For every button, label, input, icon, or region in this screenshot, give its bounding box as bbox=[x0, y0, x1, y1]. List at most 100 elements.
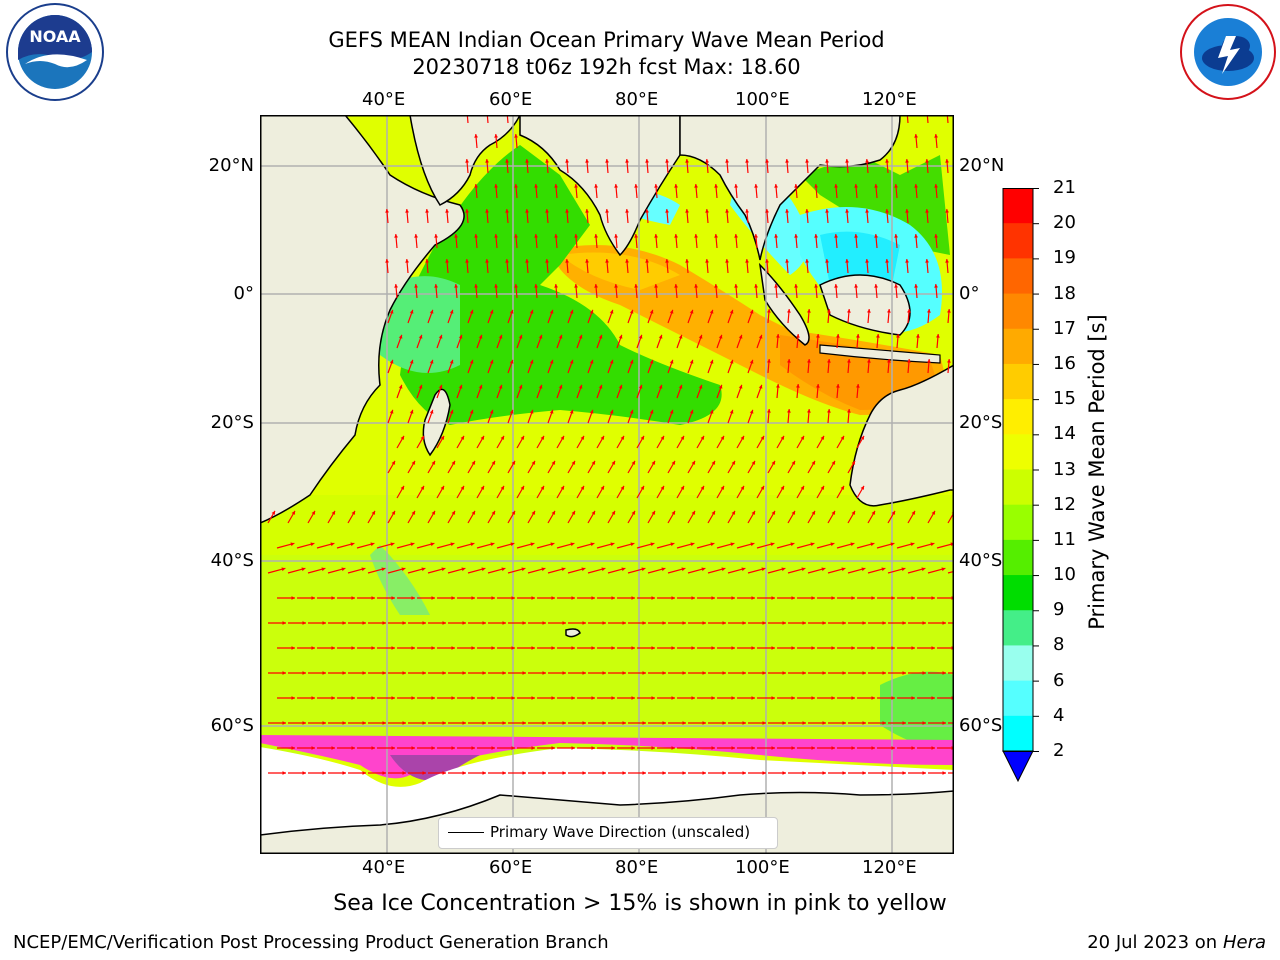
wave-arrow-head bbox=[458, 384, 463, 389]
colorbar-tick-8: 8 bbox=[1053, 634, 1065, 656]
wave-arrow-head bbox=[811, 696, 815, 700]
wave-arrow-head bbox=[569, 409, 574, 414]
wave-arrow-head bbox=[922, 621, 926, 625]
colorbar-segment bbox=[1003, 223, 1033, 259]
wave-arrow-head bbox=[371, 646, 375, 650]
wave-arrow-head bbox=[671, 746, 675, 750]
wave-arrow-head bbox=[936, 334, 940, 338]
wave-arrow-head bbox=[842, 671, 846, 675]
wave-arrow-head bbox=[465, 159, 469, 163]
wave-arrow-head bbox=[942, 771, 946, 775]
wave-arrow-head bbox=[282, 621, 286, 625]
wave-arrow-head bbox=[689, 359, 694, 364]
wave-arrow-head bbox=[874, 234, 878, 238]
wave-arrow-head bbox=[645, 259, 649, 263]
wave-arrow-head bbox=[302, 671, 306, 675]
wave-arrow-head bbox=[931, 746, 935, 750]
wave-arrow-head bbox=[489, 409, 494, 414]
wave-arrow-head bbox=[425, 209, 429, 213]
wave-arrow-head bbox=[762, 671, 766, 675]
wave-arrow-head bbox=[758, 384, 763, 389]
wave-arrow-head bbox=[891, 746, 895, 750]
wave-arrow-head bbox=[791, 510, 795, 515]
wave-arrow-head bbox=[545, 209, 549, 213]
legend-label: Primary Wave Direction (unscaled) bbox=[490, 823, 751, 841]
noaa-logo: NOAA bbox=[5, 2, 105, 102]
wave-arrow-head bbox=[531, 510, 535, 515]
wave-arrow-head bbox=[787, 409, 791, 413]
wave-arrow-head bbox=[398, 334, 403, 339]
wave-arrow-head bbox=[362, 671, 366, 675]
wave-arrow-head bbox=[931, 696, 935, 700]
wave-arrow-head bbox=[409, 359, 414, 364]
wave-arrow-head bbox=[729, 309, 734, 314]
wave-arrow-head bbox=[411, 510, 415, 515]
wave-arrow-head bbox=[402, 671, 406, 675]
wave-arrow-head bbox=[598, 384, 603, 389]
wave-arrow-head bbox=[554, 184, 558, 188]
wave-arrow-head bbox=[896, 334, 900, 338]
wave-arrow-head bbox=[734, 234, 738, 238]
lat-label-left-0: 0° bbox=[233, 283, 254, 304]
wave-arrow-head bbox=[449, 359, 454, 364]
wave-arrow-head bbox=[831, 696, 835, 700]
wave-arrow-head bbox=[894, 234, 898, 238]
wave-arrow-head bbox=[745, 159, 749, 163]
wave-arrow-head bbox=[711, 510, 715, 515]
wave-arrow-head bbox=[749, 359, 754, 364]
wave-arrow-head bbox=[749, 409, 754, 414]
wave-arrow-head bbox=[531, 696, 535, 700]
wave-arrow-head bbox=[451, 460, 455, 465]
wave-arrow-head bbox=[391, 646, 395, 650]
lat-label-right-0: 0° bbox=[959, 283, 980, 304]
wave-arrow-head bbox=[611, 696, 615, 700]
wave-arrow-head bbox=[629, 409, 634, 414]
wave-arrow-head bbox=[709, 359, 714, 364]
wave-arrow-head bbox=[394, 284, 398, 288]
wave-arrow-head bbox=[478, 334, 483, 339]
wave-arrow-head bbox=[569, 309, 574, 314]
wave-arrow-head bbox=[831, 460, 835, 465]
wave-arrow-head bbox=[541, 567, 546, 572]
wave-arrow-head bbox=[800, 435, 804, 440]
colorbar-segment bbox=[1003, 434, 1033, 470]
wave-arrow-head bbox=[598, 334, 603, 339]
wave-arrow-head bbox=[331, 696, 335, 700]
wave-arrow-head bbox=[451, 746, 455, 750]
wave-arrow-head bbox=[321, 567, 326, 572]
footer-branch: NCEP/EMC/Verification Post Processing Pr… bbox=[13, 932, 609, 953]
wave-arrow-head bbox=[862, 621, 866, 625]
colorbar-tick-14: 14 bbox=[1053, 423, 1076, 445]
wave-arrow-head bbox=[402, 721, 406, 725]
wave-arrow-head bbox=[662, 671, 666, 675]
wave-arrow-head bbox=[814, 284, 818, 288]
colorbar-segment bbox=[1003, 575, 1033, 611]
wave-arrow-head bbox=[856, 384, 860, 388]
wave-arrow-head bbox=[638, 334, 643, 339]
wave-arrow-head bbox=[682, 721, 686, 725]
colorbar-segment bbox=[1003, 258, 1033, 295]
wave-arrow-head bbox=[711, 596, 715, 600]
wave-arrow-head bbox=[385, 209, 389, 213]
wave-arrow-head bbox=[529, 309, 534, 314]
wave-arrow-head bbox=[770, 542, 775, 547]
wave-arrow-head bbox=[411, 696, 415, 700]
wave-arrow-head bbox=[776, 334, 780, 338]
wave-arrow-head bbox=[650, 542, 655, 547]
wave-arrow-head bbox=[505, 259, 509, 263]
wave-arrow-head bbox=[782, 771, 786, 775]
wave-arrow-head bbox=[765, 159, 769, 163]
wave-arrow-head bbox=[438, 384, 443, 389]
wave-arrow-head bbox=[791, 746, 795, 750]
wave-arrow-head bbox=[498, 334, 503, 339]
wave-arrow-head bbox=[830, 542, 835, 547]
wave-arrow-head bbox=[525, 259, 529, 263]
lon-label-top-120e: 120°E bbox=[862, 89, 917, 110]
wave-arrow-head bbox=[634, 234, 638, 238]
wave-arrow-head bbox=[330, 542, 335, 547]
wave-arrow-head bbox=[445, 209, 449, 213]
wave-arrow-head bbox=[822, 721, 826, 725]
wave-arrow-head bbox=[814, 234, 818, 238]
wave-arrow-head bbox=[562, 621, 566, 625]
wave-arrow-head bbox=[942, 671, 946, 675]
